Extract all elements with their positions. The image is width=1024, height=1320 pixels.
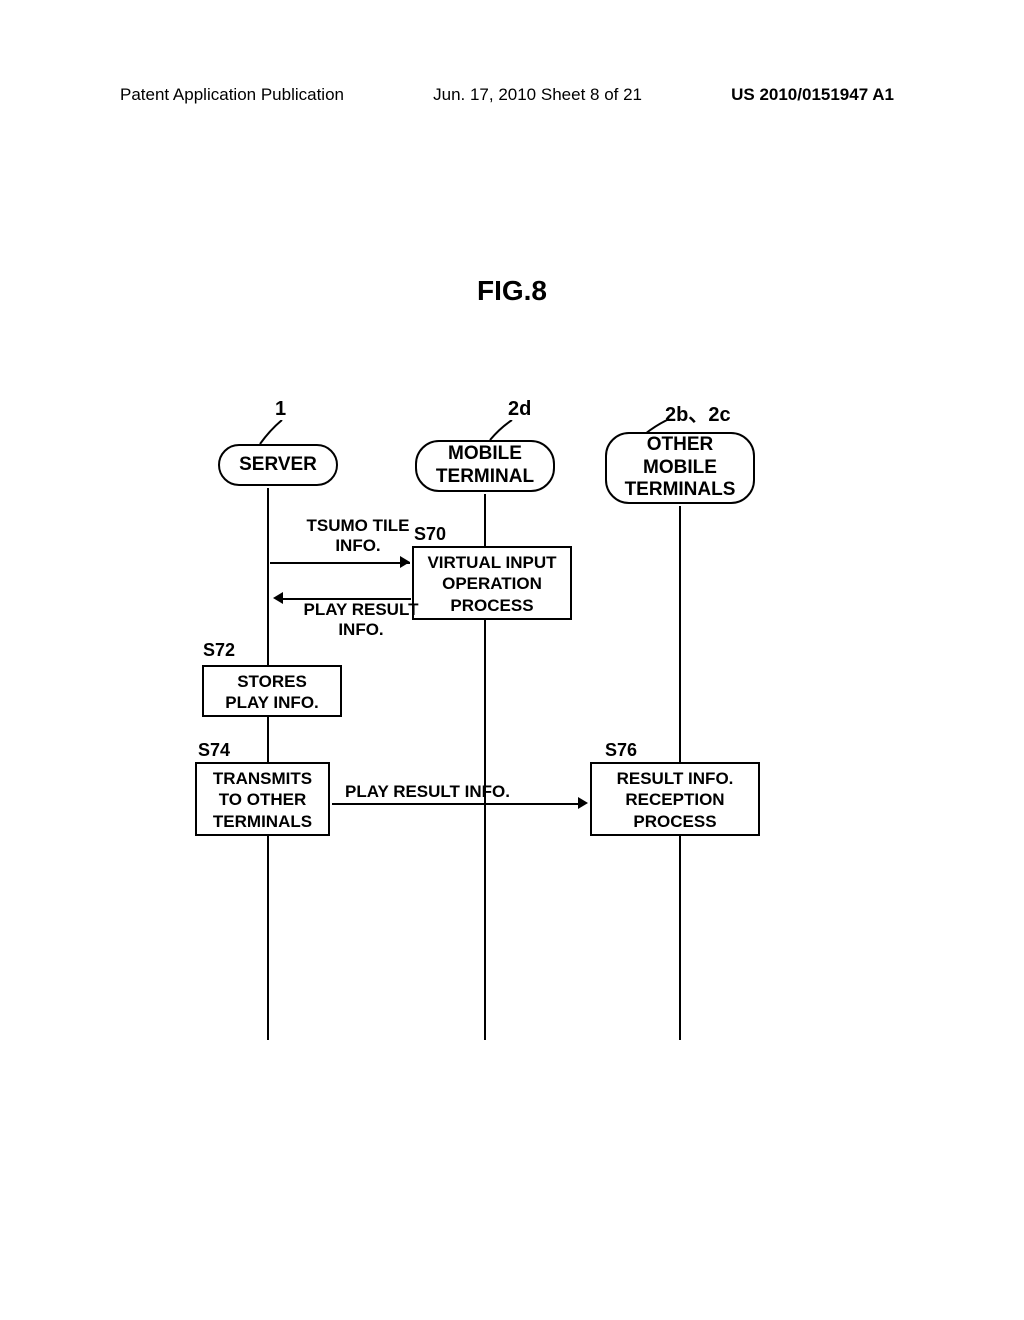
other-entity-label: OTHER MOBILE TERMINALS: [625, 434, 736, 502]
step-s72-label: STORES PLAY INFO.: [225, 672, 319, 712]
msg-playresult2-arrow: [578, 797, 588, 809]
step-s70-label: VIRTUAL INPUT OPERATION PROCESS: [427, 553, 556, 615]
step-s70-id: S70: [414, 524, 446, 545]
other-entity: OTHER MOBILE TERMINALS: [605, 432, 755, 504]
step-s74-label: TRANSMITS TO OTHER TERMINALS: [213, 769, 312, 831]
header-publication: Patent Application Publication: [120, 85, 344, 105]
mobile-entity-label: MOBILE TERMINAL: [436, 443, 534, 489]
step-s74-id: S74: [198, 740, 230, 761]
msg-playresult1-arrow: [273, 592, 283, 604]
mobile-entity: MOBILE TERMINAL: [415, 440, 555, 492]
step-s72-box: STORES PLAY INFO.: [202, 665, 342, 717]
server-connector: [255, 420, 295, 444]
header-sheet: Jun. 17, 2010 Sheet 8 of 21: [433, 85, 642, 105]
step-s76-label: RESULT INFO. RECEPTION PROCESS: [617, 769, 734, 831]
msg-tsumo-label: TSUMO TILE INFO.: [298, 516, 418, 557]
step-s76-box: RESULT INFO. RECEPTION PROCESS: [590, 762, 760, 836]
step-s72-id: S72: [203, 640, 235, 661]
msg-playresult2-label: PLAY RESULT INFO.: [345, 782, 510, 802]
page-header: Patent Application Publication Jun. 17, …: [0, 85, 1024, 105]
mobile-ref: 2d: [508, 398, 531, 421]
server-ref: 1: [275, 398, 286, 421]
step-s74-box: TRANSMITS TO OTHER TERMINALS: [195, 762, 330, 836]
server-entity: SERVER: [218, 444, 338, 486]
mobile-connector: [485, 420, 525, 440]
step-s70-box: VIRTUAL INPUT OPERATION PROCESS: [412, 546, 572, 620]
msg-tsumo-arrow: [400, 556, 410, 568]
msg-tsumo-line: [270, 562, 410, 564]
msg-playresult2-line: [332, 803, 580, 805]
figure-title: FIG.8: [477, 275, 547, 307]
header-docnum: US 2010/0151947 A1: [731, 85, 894, 105]
msg-playresult1-label: PLAY RESULT INFO.: [296, 600, 426, 641]
step-s76-id: S76: [605, 740, 637, 761]
